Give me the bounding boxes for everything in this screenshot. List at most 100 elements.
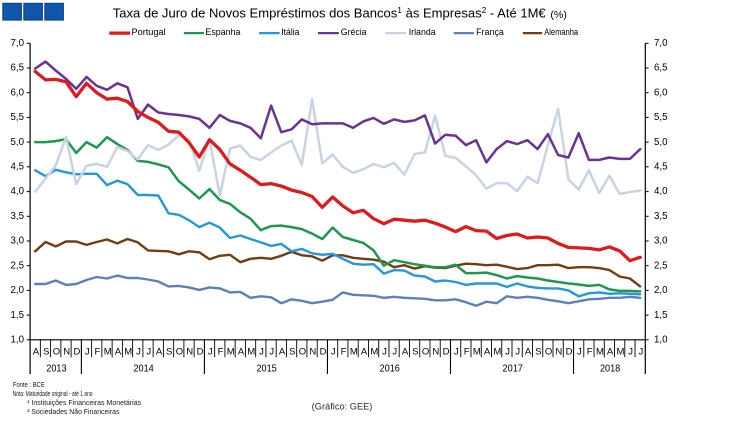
svg-text:J: J — [628, 347, 633, 358]
svg-text:M: M — [247, 347, 255, 358]
svg-text:(Gráfico: GEE): (Gráfico: GEE) — [312, 402, 373, 412]
svg-text:França: França — [476, 27, 504, 37]
svg-text:J: J — [146, 347, 151, 358]
svg-text:Grécia: Grécia — [341, 27, 367, 37]
svg-text:F: F — [341, 347, 347, 358]
svg-text:Taxa de Juro de Novos Emprésti: Taxa de Juro de Novos Empréstimos dos Ba… — [113, 5, 547, 21]
svg-text:S: S — [412, 347, 418, 358]
svg-text:N: N — [186, 347, 193, 358]
svg-text:D: D — [73, 347, 80, 358]
svg-text:2,0: 2,0 — [11, 285, 25, 296]
svg-text:O: O — [545, 347, 552, 358]
svg-text:O: O — [176, 347, 183, 358]
svg-text:1,5: 1,5 — [11, 310, 24, 321]
svg-text:7,0: 7,0 — [654, 38, 668, 49]
svg-text:2014: 2014 — [133, 363, 154, 374]
svg-text:Itália: Itália — [281, 27, 299, 37]
svg-text:S: S — [289, 347, 295, 358]
svg-text:F: F — [94, 347, 100, 358]
svg-text:2015: 2015 — [256, 363, 276, 374]
svg-text:A: A — [238, 347, 245, 358]
svg-text:A: A — [484, 347, 491, 358]
svg-text:Alemanha: Alemanha — [544, 27, 578, 37]
svg-text:M: M — [104, 347, 112, 358]
svg-text:4,5: 4,5 — [654, 162, 667, 173]
svg-text:2016: 2016 — [380, 363, 400, 374]
svg-text:5,5: 5,5 — [654, 112, 667, 123]
svg-text:J: J — [382, 347, 387, 358]
svg-text:2017: 2017 — [503, 363, 523, 374]
svg-text:M: M — [370, 347, 378, 358]
svg-text:2018: 2018 — [600, 363, 620, 374]
svg-text:J: J — [505, 347, 510, 358]
svg-text:¹ Instituições Financeiras Mon: ¹ Instituições Financeiras Monetárias — [27, 398, 141, 407]
svg-text:6,0: 6,0 — [654, 87, 668, 98]
svg-text:F: F — [218, 347, 224, 358]
svg-text:2,5: 2,5 — [654, 260, 667, 271]
svg-text:M: M — [493, 347, 501, 358]
svg-text:5,5: 5,5 — [11, 112, 24, 123]
svg-text:Nota: Maturidade original - at: Nota: Maturidade original - até 1 ano — [13, 389, 93, 398]
svg-text:J: J — [269, 347, 274, 358]
svg-text:2,0: 2,0 — [654, 285, 668, 296]
svg-text:J: J — [259, 347, 264, 358]
svg-text:A: A — [402, 347, 409, 358]
svg-text:Portugal: Portugal — [132, 27, 166, 37]
svg-text:2,5: 2,5 — [11, 260, 24, 271]
svg-text:J: J — [392, 347, 397, 358]
svg-text:6,5: 6,5 — [11, 63, 24, 74]
svg-text:1,0: 1,0 — [11, 335, 25, 346]
svg-text:A: A — [361, 347, 368, 358]
svg-text:M: M — [616, 347, 624, 358]
svg-text:4,0: 4,0 — [654, 186, 668, 197]
svg-text:M: M — [473, 347, 481, 358]
svg-text:M: M — [227, 347, 235, 358]
svg-text:1,5: 1,5 — [654, 310, 667, 321]
svg-text:5,0: 5,0 — [11, 137, 25, 148]
svg-text:N: N — [555, 347, 562, 358]
svg-text:J: J — [639, 347, 644, 358]
svg-text:2013: 2013 — [46, 363, 66, 374]
svg-text:J: J — [85, 347, 90, 358]
svg-text:F: F — [587, 347, 593, 358]
svg-text:J: J — [331, 347, 336, 358]
svg-text:6,0: 6,0 — [11, 87, 25, 98]
svg-text:(%): (%) — [550, 10, 567, 21]
svg-text:Espanha: Espanha — [205, 27, 240, 37]
svg-text:Irlanda: Irlanda — [409, 27, 436, 37]
svg-text:3,0: 3,0 — [654, 236, 668, 247]
svg-text:4,0: 4,0 — [11, 186, 25, 197]
svg-text:3,5: 3,5 — [654, 211, 667, 222]
svg-text:D: D — [566, 347, 573, 358]
svg-text:5,0: 5,0 — [654, 137, 668, 148]
svg-text:A: A — [279, 347, 286, 358]
svg-text:² Sociedades Não Financeiras: ² Sociedades Não Financeiras — [27, 407, 120, 416]
svg-text:J: J — [577, 347, 582, 358]
svg-text:3,5: 3,5 — [11, 211, 24, 222]
svg-text:6,5: 6,5 — [654, 63, 667, 74]
svg-text:S: S — [43, 347, 49, 358]
svg-text:D: D — [197, 347, 204, 358]
svg-text:A: A — [607, 347, 614, 358]
svg-text:N: N — [63, 347, 70, 358]
svg-text:4,5: 4,5 — [11, 162, 24, 173]
svg-text:J: J — [208, 347, 213, 358]
svg-text:O: O — [422, 347, 429, 358]
svg-text:J: J — [136, 347, 141, 358]
svg-text:S: S — [166, 347, 172, 358]
svg-text:M: M — [350, 347, 358, 358]
svg-text:O: O — [53, 347, 60, 358]
svg-text:D: D — [320, 347, 327, 358]
svg-text:F: F — [464, 347, 470, 358]
svg-text:J: J — [515, 347, 520, 358]
svg-text:N: N — [432, 347, 439, 358]
svg-text:7,0: 7,0 — [11, 38, 25, 49]
svg-text:D: D — [443, 347, 450, 358]
svg-text:Fonte : BCE: Fonte : BCE — [13, 380, 45, 389]
svg-text:N: N — [309, 347, 316, 358]
svg-text:A: A — [156, 347, 163, 358]
svg-text:1,0: 1,0 — [654, 335, 668, 346]
svg-text:M: M — [124, 347, 132, 358]
svg-text:A: A — [33, 347, 40, 358]
svg-text:O: O — [299, 347, 306, 358]
